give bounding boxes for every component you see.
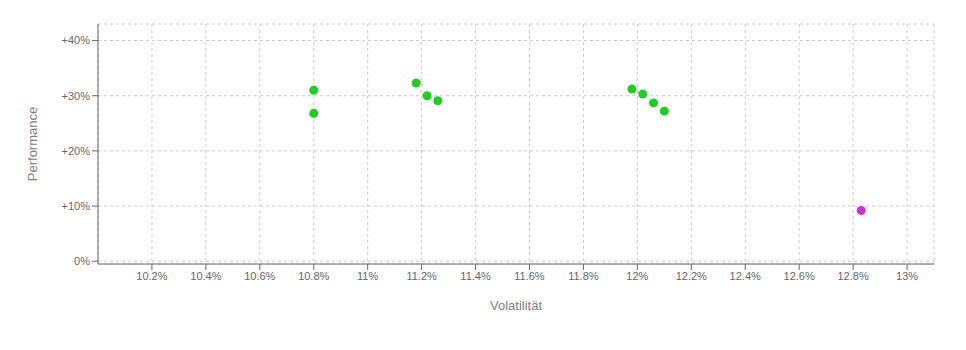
svg-text:Volatilität: Volatilität [490, 298, 542, 313]
svg-text:11.4%: 11.4% [460, 270, 491, 282]
svg-text:12.2%: 12.2% [676, 270, 707, 282]
svg-text:12.4%: 12.4% [730, 270, 761, 282]
svg-text:Performance: Performance [25, 107, 40, 181]
svg-text:12.8%: 12.8% [837, 270, 868, 282]
svg-text:10.2%: 10.2% [136, 270, 167, 282]
svg-text:11%: 11% [357, 270, 378, 282]
svg-text:+30%: +30% [62, 90, 91, 102]
svg-text:11.6%: 11.6% [514, 270, 545, 282]
svg-text:11.2%: 11.2% [406, 270, 437, 282]
svg-text:+10%: +10% [62, 200, 91, 212]
svg-text:13%: 13% [896, 270, 918, 282]
svg-text:10.4%: 10.4% [190, 270, 221, 282]
svg-text:12%: 12% [626, 270, 648, 282]
svg-text:11.8%: 11.8% [568, 270, 599, 282]
svg-text:+20%: +20% [62, 145, 91, 157]
svg-text:10.8%: 10.8% [298, 270, 329, 282]
svg-text:12.6%: 12.6% [784, 270, 815, 282]
svg-text:10.6%: 10.6% [244, 270, 275, 282]
svg-text:+40%: +40% [62, 34, 91, 46]
svg-text:0%: 0% [74, 255, 90, 267]
